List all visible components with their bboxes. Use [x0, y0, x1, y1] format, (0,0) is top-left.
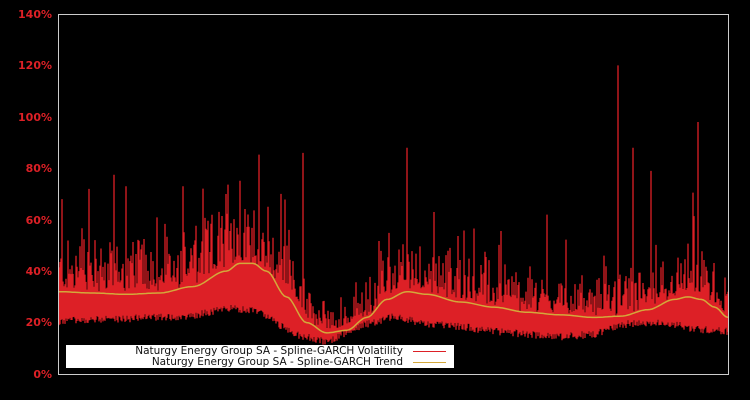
volatility-series [58, 65, 729, 345]
legend-label: Naturgy Energy Group SA - Spline-GARCH V… [135, 345, 403, 357]
y-tick-label: 20% [25, 316, 52, 329]
chart-legend: Naturgy Energy Group SA - Spline-GARCH V… [66, 345, 454, 368]
y-tick-label: 140% [18, 8, 52, 21]
legend-swatch-icon [413, 351, 446, 352]
legend-label: Naturgy Energy Group SA - Spline-GARCH T… [151, 356, 403, 368]
y-tick-label: 120% [18, 59, 52, 72]
y-tick-label: 60% [25, 214, 52, 227]
legend-item-volatility: Naturgy Energy Group SA - Spline-GARCH V… [135, 346, 446, 357]
legend-item-trend: Naturgy Energy Group SA - Spline-GARCH T… [152, 357, 446, 368]
legend-swatch-icon [413, 362, 446, 363]
trend-series [59, 262, 729, 334]
y-tick-label: 40% [25, 265, 52, 278]
plot-border [58, 14, 729, 375]
y-tick-label: 0% [33, 368, 52, 381]
y-tick-label: 100% [18, 111, 52, 124]
y-tick-label: 80% [25, 162, 52, 175]
